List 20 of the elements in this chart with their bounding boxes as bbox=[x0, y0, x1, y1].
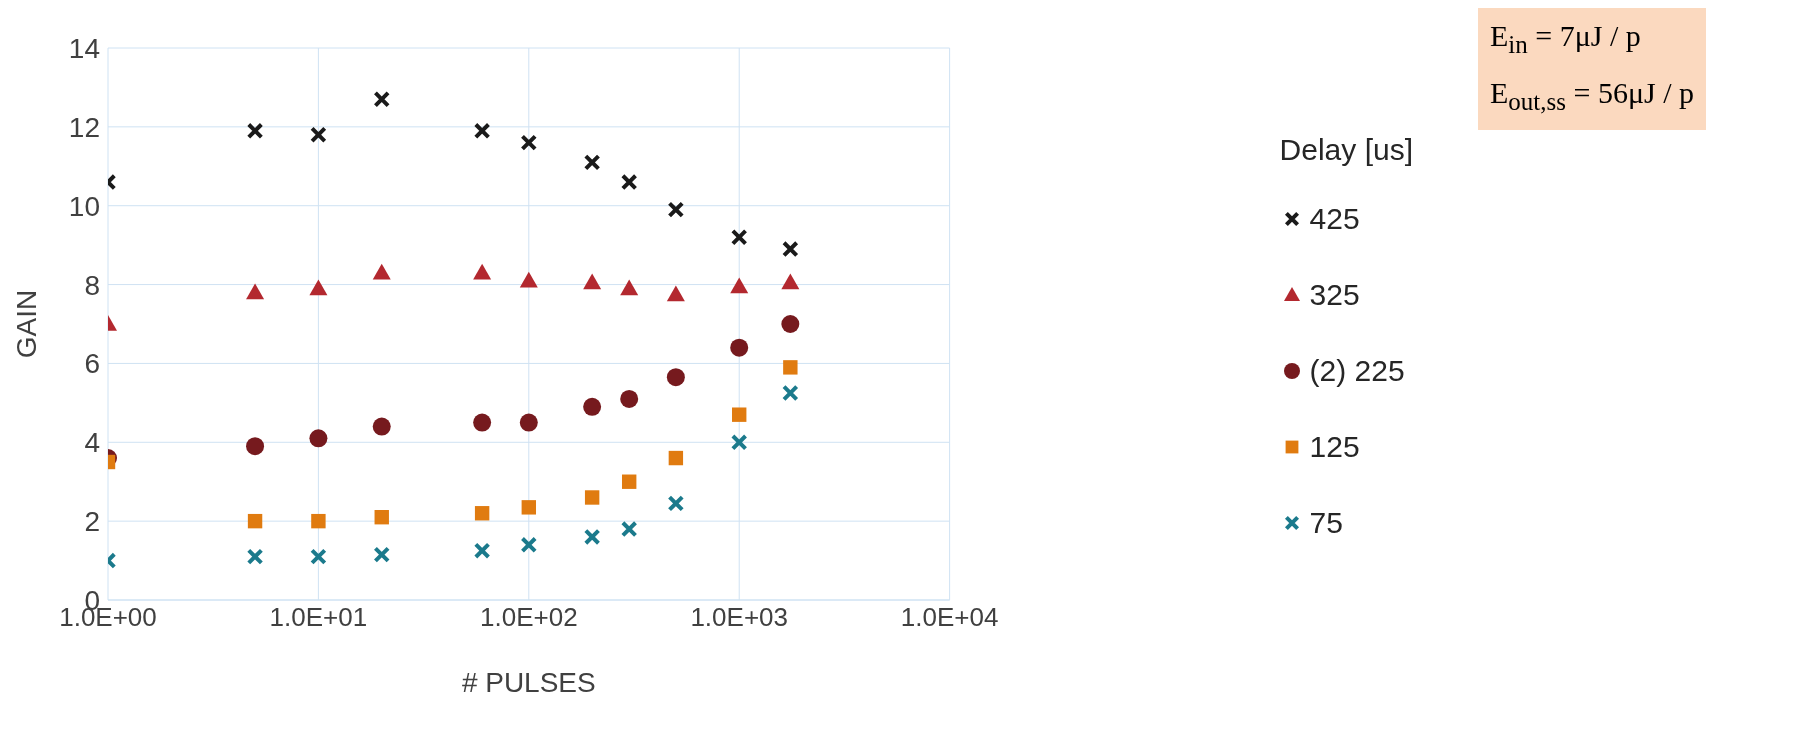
x-tick-label: 1.0E+03 bbox=[690, 602, 788, 633]
legend-label: 75 bbox=[1309, 506, 1343, 540]
x-tick-label: 1.0E+02 bbox=[480, 602, 578, 633]
legend-title: Delay [us] bbox=[1279, 133, 1413, 167]
x-tick-label: 1.0E+04 bbox=[900, 602, 999, 633]
y-tick-label: 8 bbox=[84, 269, 100, 301]
legend-label: 325 bbox=[1309, 278, 1360, 312]
y-tick-label: 4 bbox=[84, 427, 100, 459]
x-tick-label: 1.0E+01 bbox=[269, 602, 368, 633]
y-tick-label: 12 bbox=[68, 111, 100, 143]
y-axis-title: GAIN bbox=[10, 289, 42, 359]
legend-label: 425 bbox=[1309, 202, 1360, 236]
y-tick-label: 2 bbox=[84, 506, 100, 538]
note-box: E$_{in}$ = 7μJ / p E$_{out,ss}$ = 56μJ / p bbox=[1478, 8, 1706, 130]
legend-label: (2) 225 bbox=[1309, 354, 1405, 388]
y-tick-label: 6 bbox=[84, 348, 100, 380]
legend-label: 125 bbox=[1309, 430, 1360, 464]
y-tick-label: 10 bbox=[68, 190, 100, 222]
x-axis-title: # PULSES bbox=[461, 667, 596, 698]
y-tick-label: 14 bbox=[68, 32, 100, 64]
